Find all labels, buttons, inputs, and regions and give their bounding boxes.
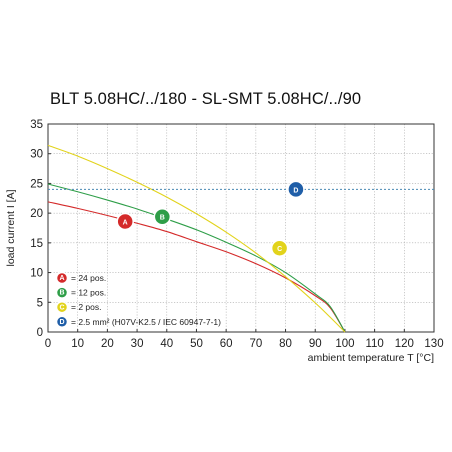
- legend-badge-C-circle: [55, 300, 69, 314]
- x-tick-label: 90: [309, 338, 322, 350]
- series-line-C: [47, 144, 346, 333]
- series-badges: A B C D: [116, 180, 305, 257]
- legend-badge-D-letter: D: [59, 319, 64, 326]
- x-tick-label: 40: [160, 338, 173, 350]
- x-tick-label: 10: [71, 338, 84, 350]
- x-tick-label: 80: [279, 338, 292, 350]
- series-badge-A-letter: A: [123, 220, 128, 227]
- x-tick-label: 100: [335, 338, 354, 350]
- legend-badge-A-circle: [55, 271, 69, 285]
- y-axis-label: load current I [A]: [5, 189, 17, 266]
- x-tick-label: 130: [424, 338, 443, 350]
- legend-text-C: = 2 pos.: [71, 302, 101, 312]
- y-tick-label: 5: [37, 297, 43, 309]
- x-tick-label: 60: [220, 338, 233, 350]
- legend-badge-A-letter: A: [59, 275, 64, 282]
- series-badge-D-circle: [287, 180, 305, 199]
- x-tick-label: 110: [365, 338, 383, 350]
- y-tick-label: 15: [30, 238, 43, 250]
- x-axis-label: ambient temperature T [°C]: [308, 352, 434, 364]
- axes: [47, 123, 435, 333]
- legend-badge-C-letter: C: [59, 304, 64, 311]
- legend-text-B: = 12 pos.: [71, 288, 106, 298]
- legend-text-A: = 24 pos.: [71, 273, 106, 283]
- grid: [48, 124, 434, 332]
- legend-badge-B-letter: B: [59, 290, 64, 297]
- series-badge-B-letter: B: [160, 215, 165, 222]
- y-tick-labels: 0 5 10 15 20 25 30 35: [30, 119, 43, 339]
- y-tick-label: 10: [30, 268, 43, 280]
- chart-title: BLT 5.08HC/../180 - SL-SMT 5.08HC/../90: [50, 90, 362, 108]
- legend: A = 24 pos. B = 12 pos. C = 2 pos. D = 2.5 mm² …: [55, 271, 221, 329]
- series-badge-C-circle: [270, 239, 289, 257]
- series-line-A: [47, 201, 346, 333]
- x-tick-label: 70: [249, 338, 262, 350]
- x-tick-label: 20: [101, 338, 114, 350]
- y-tick-label: 0: [37, 327, 43, 339]
- plot-frame: [47, 123, 435, 333]
- y-tick-label: 25: [30, 178, 43, 190]
- series-badge-C-letter: C: [277, 246, 282, 253]
- x-tick-label: 30: [131, 338, 144, 350]
- legend-text-D: = 2.5 mm² (H07V-K2.5 / IEC 60947-7-1): [71, 317, 221, 327]
- x-tick-label: 0: [45, 338, 51, 350]
- series-badge-B-circle: [153, 207, 172, 226]
- series-badge-D-letter: D: [293, 187, 298, 194]
- series-badge-A-circle: [116, 212, 134, 231]
- x-tick-label: 120: [395, 338, 414, 350]
- x-tick-labels: 0 10 20 30 40 50 60 70 80 90 100 110 120 130: [45, 338, 444, 350]
- y-tick-label: 20: [30, 208, 43, 220]
- series-lines: [47, 144, 434, 333]
- legend-badge-D-circle: [55, 315, 69, 329]
- series-line-B: [47, 183, 346, 333]
- x-tick-label: 50: [190, 338, 203, 350]
- y-tick-label: 35: [30, 119, 43, 131]
- y-tick-label: 30: [30, 149, 43, 161]
- legend-badge-B-circle: [55, 286, 69, 299]
